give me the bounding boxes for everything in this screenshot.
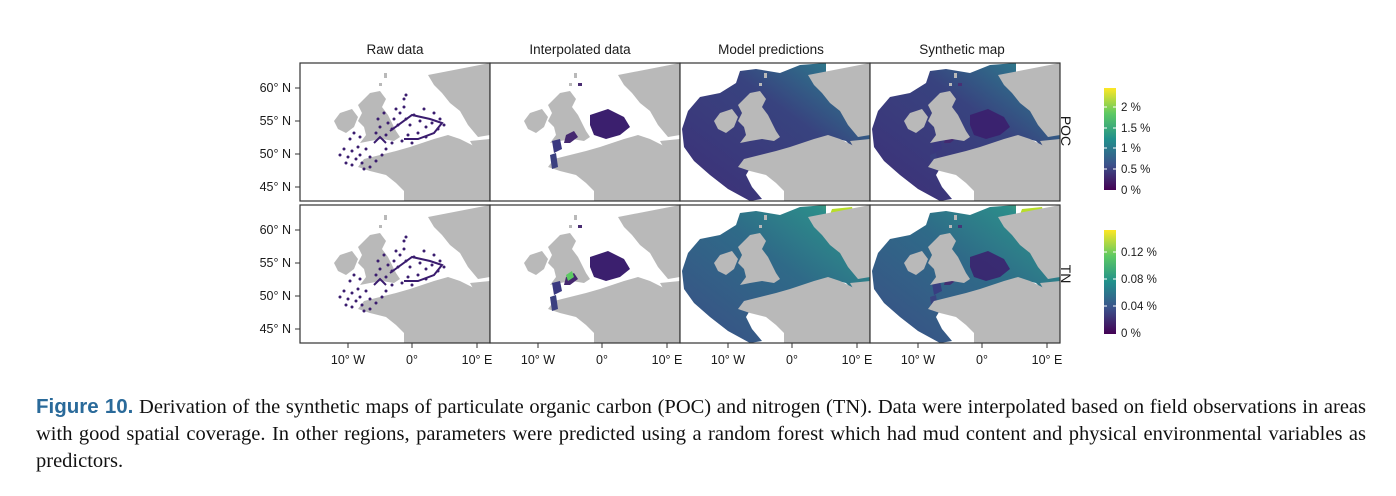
panel-synthetic-poc — [869, 62, 1061, 202]
legend-tn-tick-0-12: 0.12 % — [1121, 247, 1157, 259]
strip-synthetic-map: Synthetic map — [919, 42, 1005, 57]
legend-tn: 0.12 % 0.08 % 0.04 % 0 % — [1104, 230, 1157, 340]
legend-tn-tick-0-04: 0.04 % — [1121, 301, 1157, 313]
x-tick-0-c2: 0° — [596, 353, 608, 367]
legend-poc: 2 % 1.5 % 1 % 0.5 % 0 % — [1104, 88, 1150, 197]
y-tick-45n-top: 45° N — [260, 180, 291, 194]
legend-poc-tick-2: 2 % — [1121, 102, 1141, 114]
y-axis: 60° N 55° N 50° N 45° N 60° N 55° N 50° … — [260, 81, 300, 336]
figure-caption: Figure 10. Derivation of the synthetic m… — [36, 393, 1366, 475]
legend-tn-tick-0-08: 0.08 % — [1121, 274, 1157, 286]
caption-label: Figure 10. — [36, 395, 134, 418]
legend-poc-tick-1-5: 1.5 % — [1121, 123, 1150, 135]
strip-interpolated-data: Interpolated data — [529, 42, 631, 57]
x-tick-0-c3: 0° — [786, 353, 798, 367]
strip-poc: POC — [1058, 116, 1074, 146]
y-tick-60n-top: 60° N — [260, 81, 291, 95]
y-tick-55n-top: 55° N — [260, 114, 291, 128]
panel-interpolated-tn — [489, 204, 681, 344]
x-tick-0-c4: 0° — [976, 353, 988, 367]
strip-raw-data: Raw data — [366, 42, 424, 57]
strip-tn: TN — [1058, 265, 1074, 284]
x-tick-0-c1: 0° — [406, 353, 418, 367]
x-tick-10w-c4: 10° W — [901, 353, 935, 367]
panel-interpolated-poc — [489, 62, 681, 202]
x-axis: 10° W 0° 10° E 10° W 0° 10° E 10° W 0° 1… — [331, 343, 1062, 367]
panel-raw-poc — [299, 62, 491, 202]
legend-tn-tick-0: 0 % — [1121, 328, 1141, 340]
panel-synthetic-tn — [869, 204, 1061, 344]
y-tick-55n-bottom: 55° N — [260, 256, 291, 270]
x-tick-10w-c1: 10° W — [331, 353, 365, 367]
x-tick-10w-c3: 10° W — [711, 353, 745, 367]
x-tick-10e-c1: 10° E — [462, 353, 493, 367]
legend-poc-tick-1: 1 % — [1121, 143, 1141, 155]
panel-model-poc — [679, 62, 871, 202]
x-tick-10w-c2: 10° W — [521, 353, 555, 367]
legend-poc-tick-0-5: 0.5 % — [1121, 164, 1150, 176]
strip-model-predictions: Model predictions — [718, 42, 824, 57]
caption-text: Derivation of the synthetic maps of part… — [36, 396, 1367, 472]
y-tick-50n-top: 50° N — [260, 147, 291, 161]
colorbar-poc — [1104, 88, 1116, 190]
y-tick-60n-bottom: 60° N — [260, 223, 291, 237]
x-tick-10e-c3: 10° E — [842, 353, 873, 367]
column-strips: Raw data Interpolated data Model predict… — [366, 42, 1004, 57]
legend-poc-tick-0: 0 % — [1121, 185, 1141, 197]
x-tick-10e-c2: 10° E — [652, 353, 683, 367]
figure: Raw data Interpolated data Model predict… — [260, 42, 1157, 367]
panel-model-tn — [679, 204, 871, 344]
panel-raw-tn — [299, 204, 491, 344]
colorbar-tn — [1104, 230, 1116, 334]
row-strips: POC TN — [1058, 116, 1074, 284]
y-tick-45n-bottom: 45° N — [260, 322, 291, 336]
y-tick-50n-bottom: 50° N — [260, 289, 291, 303]
x-tick-10e-c4: 10° E — [1032, 353, 1063, 367]
